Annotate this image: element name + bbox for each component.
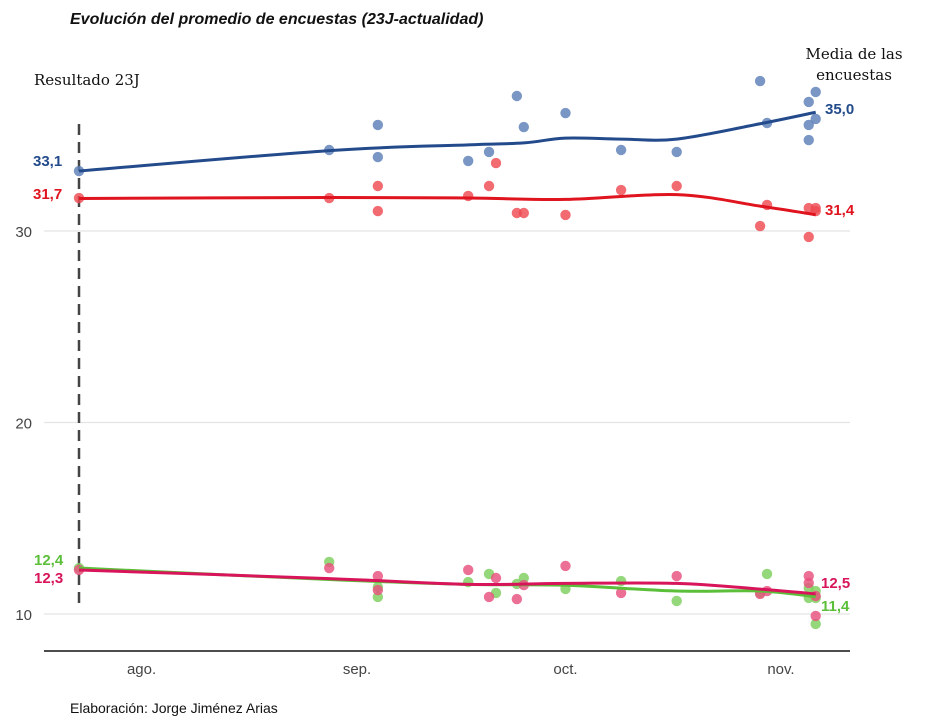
start-label-green: 12,4 — [34, 552, 64, 569]
data-point-pink — [615, 587, 627, 599]
data-point-pink — [372, 584, 384, 596]
trend-line-red — [78, 192, 816, 217]
end-label-red: 31,4 — [825, 202, 855, 219]
data-point-red — [615, 184, 627, 196]
data-point-red — [372, 205, 384, 217]
start-label-blue: 33,1 — [33, 153, 62, 170]
data-point-pink — [490, 572, 502, 584]
data-point-red — [803, 231, 814, 243]
data-point-pink — [372, 570, 384, 582]
credit: Elaboración: Jorge Jiménez Arias — [70, 700, 278, 716]
data-point-blue — [372, 151, 384, 163]
data-point-red — [671, 180, 682, 192]
y-tick-label: 10 — [15, 607, 32, 624]
end-label-pink: 12,5 — [821, 575, 850, 592]
start-label-red: 31,7 — [33, 186, 62, 203]
data-point-red — [560, 209, 571, 221]
data-point-blue — [518, 121, 529, 133]
data-point-pink — [483, 591, 495, 603]
data-point-red — [518, 207, 529, 219]
data-point-red — [490, 157, 502, 169]
data-point-red — [372, 180, 384, 192]
data-point-blue — [372, 119, 384, 131]
data-point-pink — [803, 577, 814, 589]
data-point-pink — [560, 560, 571, 572]
data-point-blue — [615, 144, 627, 156]
data-point-pink — [463, 564, 474, 576]
data-point-blue — [810, 113, 821, 125]
x-tick-label: oct. — [553, 661, 577, 678]
data-point-blue — [483, 146, 495, 158]
data-point-blue — [754, 75, 766, 87]
data-point-blue — [803, 119, 814, 131]
data-point-red — [810, 202, 821, 214]
end-label-blue: 35,0 — [825, 101, 854, 118]
start-label-pink: 12,3 — [34, 570, 63, 587]
trend-line-pink — [78, 568, 816, 596]
data-point-pink — [671, 570, 682, 582]
y-tick-label: 30 — [15, 224, 32, 241]
data-point-blue — [560, 107, 571, 119]
data-point-green — [761, 568, 773, 580]
data-point-green — [615, 575, 627, 587]
end-label-green: 11,4 — [821, 598, 850, 615]
y-tick-label: 20 — [15, 416, 32, 433]
data-point-blue — [463, 155, 474, 167]
data-point-green — [810, 618, 821, 630]
data-point-blue — [810, 86, 821, 98]
x-tick-label: nov. — [767, 661, 794, 678]
data-point-pink — [511, 593, 523, 605]
data-point-red — [754, 220, 766, 232]
data-point-green — [671, 595, 682, 607]
average-annotation: Media de las encuestas — [805, 45, 903, 84]
x-tick-label: ago. — [127, 661, 156, 678]
data-point-blue — [511, 90, 523, 102]
data-point-blue — [671, 146, 682, 158]
trend-line-blue — [78, 110, 817, 173]
data-point-pink — [324, 562, 335, 574]
x-tick-label: sep. — [343, 661, 371, 678]
data-point-blue — [803, 134, 814, 146]
chart-title: Evolución del promedio de encuestas (23J… — [70, 11, 484, 28]
data-point-red — [483, 180, 495, 192]
data-point-pink — [810, 610, 821, 622]
election-annotation: Resultado 23J — [34, 71, 140, 89]
data-point-blue — [803, 96, 814, 108]
